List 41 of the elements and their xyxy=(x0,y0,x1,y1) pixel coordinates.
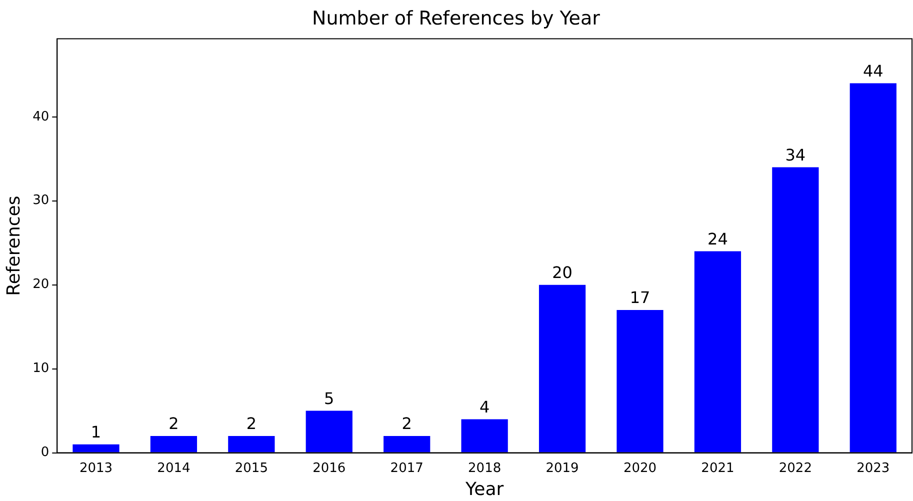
x-tick-label: 2019 xyxy=(546,460,579,476)
data-label: 5 xyxy=(324,388,334,408)
bar xyxy=(772,167,819,452)
x-tick-label: 2018 xyxy=(468,460,502,476)
data-label: 4 xyxy=(479,397,490,416)
data-label: 2 xyxy=(246,414,257,434)
bar xyxy=(694,251,742,452)
x-tick-label: 2016 xyxy=(312,460,346,476)
data-label: 17 xyxy=(630,288,650,308)
bar xyxy=(306,410,352,452)
data-label: 20 xyxy=(552,263,572,282)
y-axis-title: References xyxy=(3,196,24,296)
bar xyxy=(850,83,896,452)
data-label: 1 xyxy=(90,422,102,442)
data-label: 2 xyxy=(168,414,179,434)
y-tick-label: 30 xyxy=(32,193,50,208)
bar xyxy=(616,310,664,452)
x-axis-title: Year xyxy=(464,478,504,500)
x-tick-label: 2023 xyxy=(856,460,890,476)
data-label: 2 xyxy=(402,414,412,434)
x-tick-label: 2013 xyxy=(79,460,113,476)
bar xyxy=(461,419,508,452)
data-label: 24 xyxy=(708,229,728,248)
y-tick-label: 20 xyxy=(32,277,50,292)
bar xyxy=(228,436,275,452)
y-tick-label: 40 xyxy=(32,109,50,124)
bar xyxy=(150,436,198,452)
x-tick-label: 2022 xyxy=(778,460,812,476)
x-tick-label: 2020 xyxy=(623,460,657,476)
bar xyxy=(384,436,430,452)
x-tick-label: 2021 xyxy=(701,460,734,476)
x-tick-label: 2015 xyxy=(234,460,268,476)
bar xyxy=(72,444,120,452)
x-tick-label: 2017 xyxy=(390,460,424,476)
bar xyxy=(538,284,586,452)
chart-title: Number of References by Year xyxy=(312,7,600,30)
x-tick-label: 2014 xyxy=(157,460,190,476)
data-label: 44 xyxy=(862,61,884,80)
y-tick-label: 10 xyxy=(32,361,50,376)
y-tick-label: 0 xyxy=(40,445,50,460)
data-label: 34 xyxy=(785,145,806,164)
